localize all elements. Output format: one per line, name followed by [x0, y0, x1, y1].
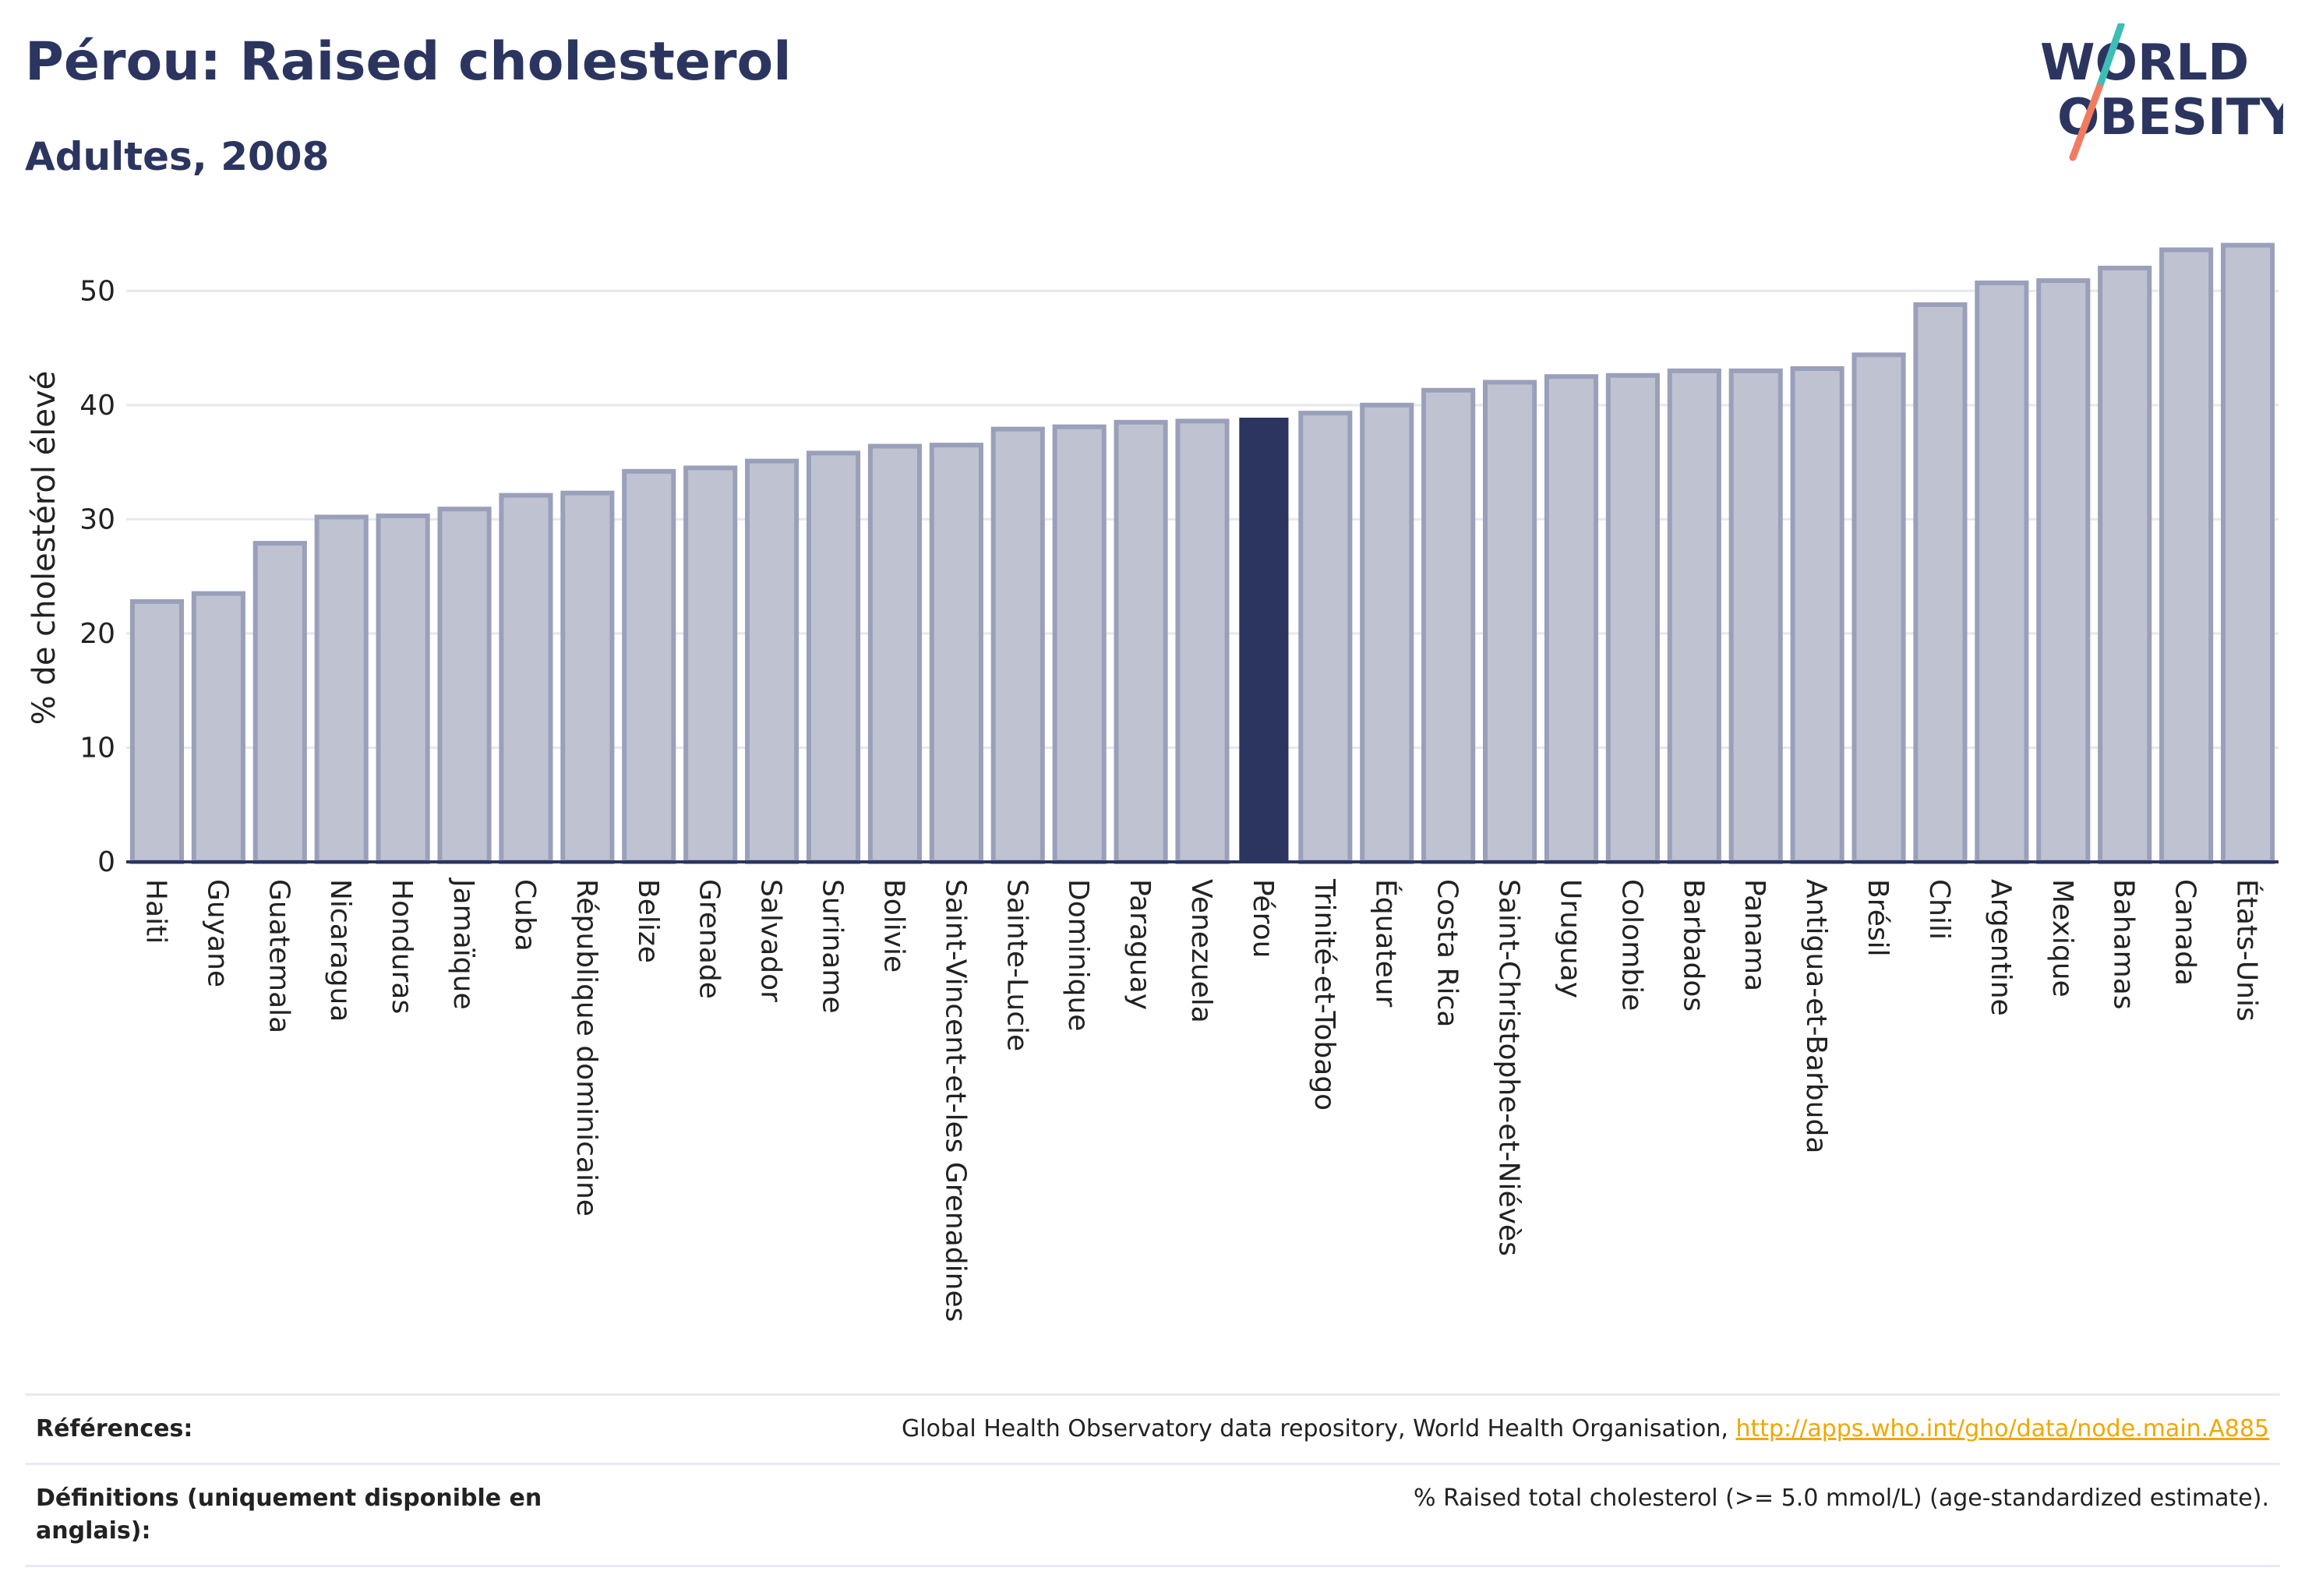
x-tick-label: États-Unis — [2231, 879, 2264, 1022]
x-tick-label: Brésil — [1862, 879, 1894, 957]
footer-table: Références: Global Health Observatory da… — [25, 1393, 2280, 1567]
definitions-value: % Raised total cholesterol (>= 5.0 mmol/… — [1414, 1485, 2269, 1512]
x-tick-label: Haiti — [139, 879, 171, 944]
x-tick-label: Paraguay — [1124, 879, 1156, 1010]
x-tick-label: Équateur — [1370, 879, 1403, 1008]
chart-subtitle: Adultes, 2008 — [25, 134, 330, 179]
bar-14 — [990, 426, 1045, 864]
bar-26 — [1728, 368, 1783, 864]
bar-5 — [437, 507, 492, 864]
bar-10 — [745, 458, 800, 864]
bar-32 — [2098, 265, 2152, 864]
references-row: Références: Global Health Observatory da… — [25, 1393, 2280, 1463]
bar-3 — [314, 514, 369, 864]
y-tick-label: 20 — [79, 618, 115, 650]
x-tick-label: Barbados — [1677, 879, 1709, 1012]
bar-31 — [2036, 278, 2091, 865]
bar-21 — [1421, 387, 1476, 864]
y-tick-label: 0 — [97, 846, 115, 878]
bar-24 — [1605, 373, 1660, 864]
world-obesity-logo: WORLD OBESITY — [2040, 23, 2283, 161]
bar-19 — [1298, 411, 1353, 864]
bar-29 — [1913, 302, 1968, 865]
bar-1 — [191, 591, 245, 864]
bars — [129, 242, 2275, 865]
y-tick-label: 50 — [79, 275, 115, 307]
bar-23 — [1544, 374, 1599, 864]
bar-12 — [867, 443, 922, 864]
bar-9 — [683, 465, 738, 864]
x-tick-label: Uruguay — [1554, 879, 1586, 998]
category-labels: Haiti Guyane Guatemala Nicaragua Honduras Jam… — [139, 877, 2263, 1322]
logo-line1: WORLD — [2040, 34, 2249, 92]
x-tick-label: Venezuela — [1185, 879, 1217, 1023]
x-tick-label: Trinité-et-Tobago — [1308, 878, 1340, 1110]
x-tick-label: Saint-Christophe-et-Niévès — [1493, 879, 1525, 1256]
x-tick-label: Bahamas — [2108, 879, 2140, 1010]
x-tick-label: Salvador — [755, 879, 787, 1002]
bar-27 — [1790, 365, 1844, 864]
chart-title: Pérou: Raised cholesterol — [25, 31, 792, 93]
y-axis-label: % de cholestérol élevé — [26, 371, 62, 726]
bar-13 — [929, 443, 983, 864]
x-tick-label: Cuba — [509, 879, 541, 952]
bar-25 — [1667, 368, 1721, 864]
bar-17 — [1175, 418, 1230, 864]
bar-20 — [1360, 402, 1414, 864]
x-tick-label: Argentine — [1985, 879, 2017, 1016]
bar-11 — [806, 450, 861, 864]
references-link[interactable]: http://apps.who.int/gho/data/node.main.A… — [1735, 1415, 2269, 1442]
bar-7 — [560, 490, 615, 865]
x-tick-label: République dominicaine — [570, 879, 602, 1216]
x-tick-label: Panama — [1738, 879, 1770, 991]
logo-slash-teal — [2095, 23, 2125, 91]
bar-16 — [1114, 419, 1168, 864]
bar-2 — [252, 541, 307, 864]
definitions-row: Définitions (uniquement disponible en an… — [25, 1463, 2280, 1567]
x-tick-label: Nicaragua — [324, 879, 356, 1022]
bar-6 — [499, 493, 553, 865]
bar-30 — [1975, 281, 2029, 865]
axes: 0 10 20 30 40 50 % de cholestérol élevé — [26, 275, 2279, 878]
y-tick-label: 30 — [79, 503, 115, 535]
x-tick-label: Grenade — [694, 879, 725, 999]
x-tick-label: Pérou — [1247, 879, 1279, 958]
bar-22 — [1483, 380, 1537, 864]
references-label: Références: — [36, 1415, 193, 1442]
x-tick-label: Saint-Vincent-et-les Grenadines — [939, 879, 971, 1322]
bar-chart: 0 10 20 30 40 50 % de cholestérol élevé Haiti G… — [26, 242, 2279, 1322]
x-tick-label: Chili — [1923, 879, 1955, 940]
x-tick-label: Bolivie — [877, 879, 909, 973]
bar-28 — [1851, 352, 1906, 864]
references-text: Global Health Observatory data repositor… — [902, 1415, 1736, 1442]
bar-34 — [2220, 242, 2275, 864]
x-tick-label: Mexique — [2046, 879, 2078, 998]
x-tick-label: Guatemala — [263, 879, 295, 1033]
bar-15 — [1052, 424, 1107, 864]
y-tick-label: 10 — [79, 732, 115, 764]
x-tick-label: Dominique — [1062, 879, 1094, 1031]
x-tick-label: Colombie — [1615, 879, 1647, 1011]
x-tick-label: Belize — [632, 879, 664, 963]
x-tick-label: Sainte-Lucie — [1001, 879, 1032, 1051]
bar-8 — [622, 468, 676, 865]
references-value: Global Health Observatory data repositor… — [902, 1413, 2269, 1446]
x-tick-label: Honduras — [386, 879, 418, 1014]
x-tick-label: Suriname — [817, 879, 849, 1014]
bar-4 — [376, 513, 430, 864]
x-tick-label: Jamaïque — [447, 877, 479, 1010]
y-tick-label: 40 — [79, 390, 115, 422]
x-tick-label: Guyane — [201, 879, 233, 987]
x-tick-label: Canada — [2169, 879, 2201, 986]
bar-18 — [1239, 417, 1289, 862]
logo-slash-coral — [2069, 83, 2103, 161]
x-tick-label: Antigua-et-Barbuda — [1800, 879, 1832, 1153]
bar-0 — [129, 598, 185, 864]
definitions-label: Définitions (uniquement disponible en an… — [36, 1485, 542, 1545]
x-tick-label: Costa Rica — [1431, 879, 1463, 1027]
bar-33 — [2159, 247, 2214, 864]
